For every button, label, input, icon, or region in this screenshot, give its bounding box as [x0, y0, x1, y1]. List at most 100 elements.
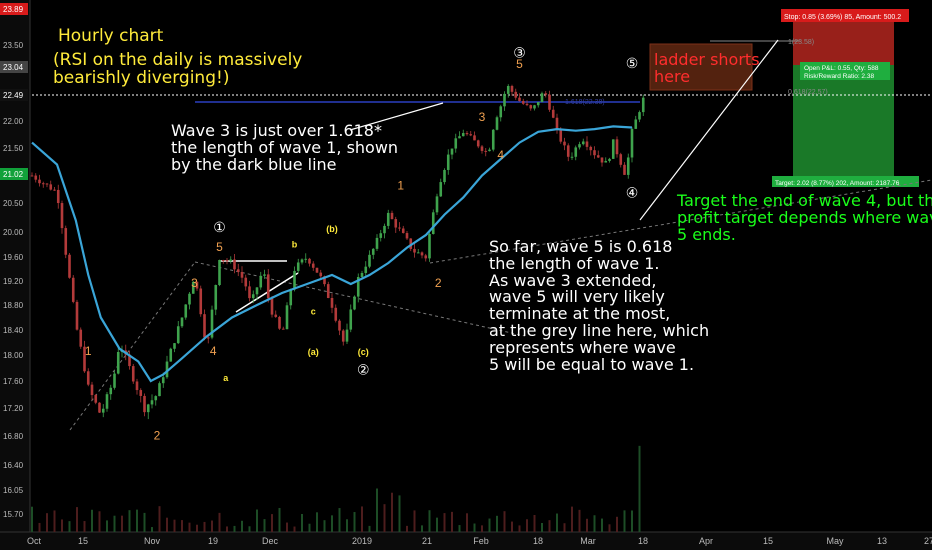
candle-body [495, 117, 499, 130]
x-tick-label: 15 [78, 536, 88, 546]
wave-label: 5 [216, 240, 223, 254]
wave-label: c [311, 306, 316, 316]
volume-bar [91, 509, 93, 532]
candle-body [383, 225, 386, 234]
volume-bar [188, 522, 191, 532]
volume-bar [428, 510, 431, 532]
candle-body [604, 160, 608, 163]
x-tick-label: 15 [763, 536, 773, 546]
candle-body [386, 212, 390, 226]
candle-body [263, 274, 266, 276]
candle-body [79, 329, 83, 347]
target-label: Target: 2.02 (8.77%) 202, Amount: 2187.7… [775, 180, 900, 187]
volume-bar [436, 517, 438, 532]
wave-label: 1 [397, 178, 404, 192]
volume-bar [631, 510, 633, 532]
candle-body [499, 106, 503, 118]
volume-bar [76, 507, 78, 532]
candle-body [146, 404, 150, 413]
candle-body [630, 128, 634, 158]
y-tick-label: 17.20 [3, 404, 24, 413]
candle-body [49, 184, 53, 190]
candle-body [184, 304, 188, 318]
open-pnl-label: Open P&L: 0.55, Qty: 588 [804, 65, 879, 72]
wave-label: 2 [154, 429, 161, 443]
candle-body [409, 238, 413, 249]
candle-body [574, 147, 578, 157]
candle-body [510, 86, 514, 92]
candle-body [319, 272, 323, 277]
candle-body [364, 266, 368, 274]
volume-bar [556, 513, 558, 532]
candle-body [188, 293, 191, 305]
candle-body [533, 105, 536, 109]
candle-body [581, 141, 585, 145]
ladder-note: ladder shorts here [654, 50, 760, 86]
volume-bar [406, 525, 408, 532]
candle-body [176, 326, 180, 344]
candle-body [274, 314, 278, 317]
candle-body [638, 112, 641, 120]
target-note: Target the end of wave 4, but the profit… [677, 191, 932, 244]
volume-bar [46, 513, 48, 532]
volume-bar [106, 520, 108, 532]
y-tick-label: 23.50 [3, 41, 24, 50]
price-badge [0, 61, 28, 73]
candle-body [45, 183, 49, 185]
candle-body [450, 148, 454, 155]
candle-body [285, 305, 289, 330]
candle-body [413, 248, 416, 253]
candle-body [593, 150, 596, 156]
candle-body [416, 252, 420, 254]
candle-body [218, 260, 221, 286]
x-tick-label: 2019 [352, 536, 372, 546]
candle-body [255, 287, 259, 295]
volume-bar [323, 520, 326, 532]
candle-body [221, 260, 225, 262]
volume-bar [443, 513, 446, 532]
volume-bar [496, 515, 498, 532]
y-tick-label: 20.00 [3, 228, 24, 237]
wave-label: ④ [626, 185, 639, 201]
fib-1618-label: 1.618(22.38) [565, 99, 605, 106]
profit-target-zone [793, 65, 894, 180]
candle-body [116, 351, 120, 374]
channel-line-mid [429, 179, 932, 264]
volume-bar [616, 516, 618, 532]
x-tick-label: 18 [533, 536, 543, 546]
candle-body [240, 272, 244, 278]
open-pnl-box [800, 62, 890, 80]
volume-bar [136, 509, 138, 532]
volume-bar [53, 510, 56, 532]
candle-body [439, 182, 443, 197]
volume-bar [271, 514, 273, 532]
volume-bar [383, 504, 386, 532]
volume-bar [593, 515, 596, 532]
x-tick-label: 27 [924, 536, 932, 546]
candle-body [86, 371, 90, 385]
candle-body [236, 269, 240, 273]
risk-reward-label: Risk/Reward Ratio: 2.38 [804, 73, 874, 80]
candle-body [641, 97, 645, 113]
price-badge-label: 22.49 [3, 91, 24, 100]
candle-body [83, 346, 86, 372]
candle-body [514, 91, 518, 98]
candle-body [570, 156, 574, 158]
x-axis-panel [0, 532, 932, 550]
candle-body [210, 309, 214, 338]
candle-body [458, 136, 461, 139]
candle-body [90, 384, 94, 396]
candle-body [195, 281, 199, 289]
candle-body [469, 134, 473, 136]
candle-body [405, 233, 409, 239]
y-tick-label: 20.50 [3, 199, 24, 208]
candle-body [334, 307, 338, 321]
candle-body [206, 337, 210, 339]
wave3-pointer [349, 102, 444, 131]
wave-label: 2 [435, 276, 442, 290]
volume-bar [368, 525, 371, 532]
price-badge-label: 23.04 [3, 63, 24, 72]
candle-body [270, 298, 274, 315]
volume-bar [128, 510, 131, 532]
